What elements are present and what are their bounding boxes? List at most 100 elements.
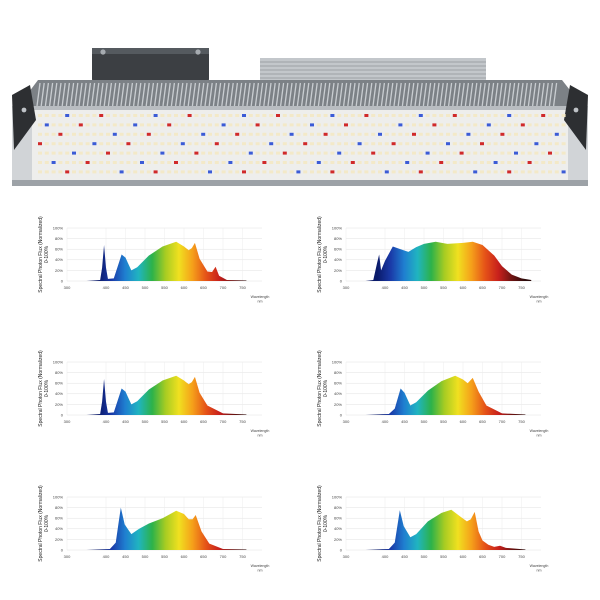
led-chip bbox=[228, 142, 233, 146]
led-chip bbox=[350, 132, 355, 136]
led-chip bbox=[65, 142, 70, 146]
led-chip bbox=[296, 170, 301, 174]
y-tick-label: 100% bbox=[332, 359, 343, 364]
led-chip bbox=[112, 161, 117, 164]
led-chip bbox=[486, 114, 491, 117]
led-chip bbox=[92, 114, 97, 117]
led-chip bbox=[330, 123, 335, 127]
led-chip bbox=[221, 114, 226, 117]
y-tick-label: 20% bbox=[334, 402, 342, 407]
led-chip bbox=[78, 151, 83, 155]
led-chip bbox=[432, 114, 437, 117]
led-chip bbox=[316, 123, 321, 127]
led-chip bbox=[248, 114, 253, 117]
led-chip bbox=[187, 161, 192, 164]
led-chip bbox=[282, 161, 287, 164]
led-chip bbox=[78, 170, 83, 174]
led-chip bbox=[51, 170, 56, 174]
led-chip bbox=[296, 114, 301, 117]
led-chip bbox=[500, 132, 505, 136]
led-chip bbox=[391, 114, 396, 117]
y-axis-range: 0-100% bbox=[44, 514, 50, 532]
led-chip bbox=[58, 132, 63, 136]
led-chip bbox=[520, 161, 525, 164]
led-chip bbox=[514, 132, 518, 136]
led-chip bbox=[85, 151, 90, 155]
x-tick-label: 600 bbox=[181, 554, 188, 559]
led-chip bbox=[398, 161, 403, 164]
led-chip bbox=[248, 161, 253, 164]
spectrum-area bbox=[86, 507, 247, 550]
x-tick-label: 400 bbox=[382, 554, 389, 559]
led-chip bbox=[112, 151, 117, 155]
led-chip bbox=[262, 132, 267, 136]
driver-box bbox=[92, 48, 209, 81]
led-chip bbox=[269, 151, 274, 155]
y-tick-label: 80% bbox=[55, 505, 63, 510]
led-chip bbox=[554, 151, 559, 155]
led-chip bbox=[439, 142, 444, 146]
led-chip bbox=[432, 161, 437, 164]
y-tick-label: 80% bbox=[55, 370, 63, 375]
y-tick-label: 20% bbox=[334, 268, 342, 273]
led-chip bbox=[520, 170, 525, 174]
led-chip bbox=[255, 151, 260, 155]
led-chip bbox=[99, 123, 104, 127]
led-chip bbox=[330, 170, 335, 174]
led-chip bbox=[439, 151, 444, 155]
left-bracket bbox=[12, 85, 36, 150]
led-chip bbox=[269, 123, 274, 127]
led-chip bbox=[398, 170, 403, 174]
led-chip bbox=[303, 123, 308, 127]
led-chip bbox=[174, 123, 178, 127]
led-chip bbox=[378, 123, 382, 127]
led-chip bbox=[425, 170, 430, 174]
led-chip bbox=[303, 170, 308, 174]
x-tick-label: 550 bbox=[440, 554, 447, 559]
led-chip bbox=[520, 151, 525, 155]
led-chip bbox=[126, 142, 131, 146]
led-chip bbox=[296, 161, 301, 164]
led-chip bbox=[527, 114, 532, 117]
x-axis-unit: nm bbox=[537, 300, 542, 304]
led-chip bbox=[167, 123, 172, 127]
led-chip bbox=[514, 123, 518, 127]
y-tick-label: 0 bbox=[340, 547, 343, 552]
led-chip bbox=[221, 132, 226, 136]
x-tick-label: 750 bbox=[239, 419, 246, 424]
led-chip bbox=[72, 161, 76, 164]
x-tick-label: 300 bbox=[343, 419, 350, 424]
led-chip bbox=[384, 132, 389, 136]
led-chip bbox=[214, 170, 219, 174]
led-chip bbox=[167, 142, 172, 146]
led-chip bbox=[425, 142, 430, 146]
led-chip bbox=[296, 142, 301, 146]
led-chip bbox=[112, 170, 117, 174]
led-chip bbox=[337, 170, 342, 174]
led-chip bbox=[330, 142, 335, 146]
led-chip bbox=[160, 161, 165, 164]
led-chip bbox=[146, 170, 151, 174]
led-chip bbox=[78, 123, 83, 127]
led-chip bbox=[228, 161, 233, 164]
led-chip bbox=[527, 170, 532, 174]
led-chip bbox=[316, 170, 321, 174]
led-chip bbox=[282, 114, 287, 117]
led-chip bbox=[303, 142, 308, 146]
led-chip bbox=[65, 114, 70, 117]
led-chip bbox=[201, 151, 206, 155]
led-chip bbox=[221, 123, 226, 127]
led-chip bbox=[466, 132, 471, 136]
led-chip bbox=[418, 170, 423, 174]
led-chip bbox=[459, 123, 464, 127]
led-chip bbox=[323, 123, 328, 127]
x-axis-unit: nm bbox=[258, 569, 263, 573]
x-tick-label: 650 bbox=[200, 554, 207, 559]
led-chip bbox=[296, 132, 301, 136]
led-chip bbox=[330, 161, 335, 164]
led-chip bbox=[194, 114, 199, 117]
led-chip bbox=[180, 123, 185, 127]
led-chip bbox=[146, 161, 151, 164]
y-tick-label: 40% bbox=[55, 391, 63, 396]
led-chip bbox=[194, 170, 199, 174]
